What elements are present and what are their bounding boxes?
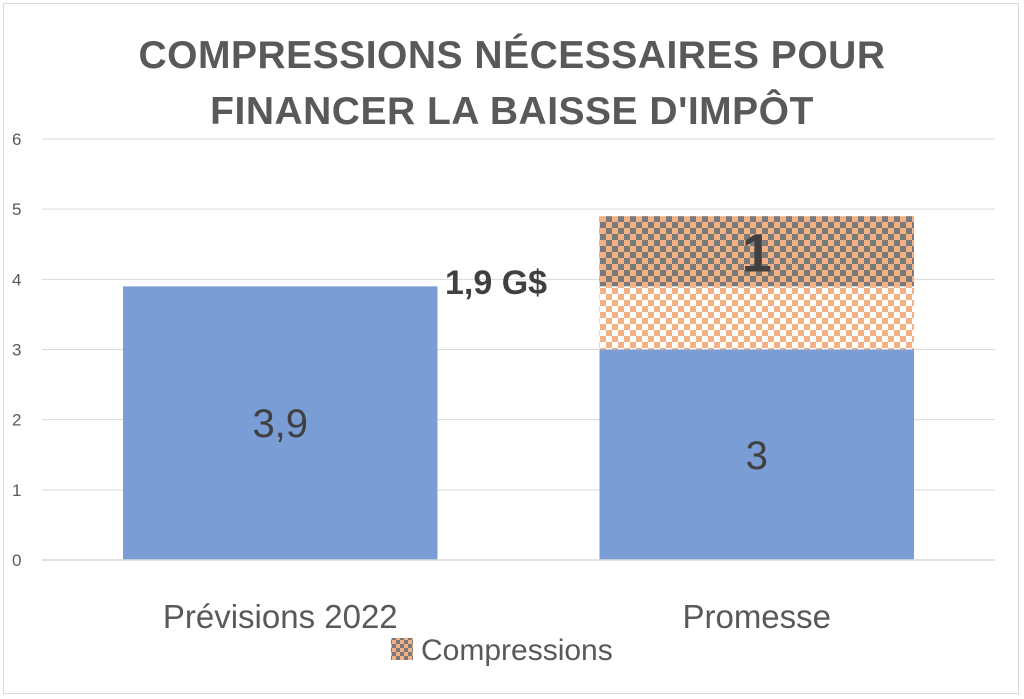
bar-segment <box>599 286 914 350</box>
y-tick-label: 3 <box>12 341 21 360</box>
bar-segment <box>599 349 914 560</box>
chart-title-line-1: COMPRESSIONS NÉCESSAIRES POUR <box>138 34 886 77</box>
y-tick-label: 1 <box>12 481 21 500</box>
legend-label-compressions: Compressions <box>421 634 613 667</box>
chart-title-line-2: FINANCER LA BAISSE D'IMPÔT <box>210 90 814 133</box>
bars <box>123 216 914 560</box>
y-tick-label: 5 <box>12 200 21 219</box>
y-tick-label: 6 <box>12 130 21 149</box>
y-tick-label: 2 <box>12 411 21 430</box>
bar-data-label: 3 <box>746 434 768 478</box>
y-tick-label: 4 <box>12 270 21 289</box>
bar-data-label: 3,9 <box>252 402 308 446</box>
difference-annotation: 1,9 G$ <box>445 264 547 302</box>
bar-segment <box>123 286 438 560</box>
legend: Compressions <box>391 634 613 667</box>
legend-swatch-compressions <box>391 638 413 660</box>
bar-data-label: 1 <box>742 223 772 283</box>
y-tick-label: 0 <box>12 551 21 570</box>
data-labels: 3,9 3 1 <box>252 223 771 477</box>
x-category-label: Promesse <box>682 598 831 635</box>
x-category-label: Prévisions 2022 <box>163 598 398 635</box>
axes: 0 1 2 3 4 5 6 Prévisions 2022 Promesse <box>12 130 995 635</box>
bar-segment <box>599 216 914 287</box>
